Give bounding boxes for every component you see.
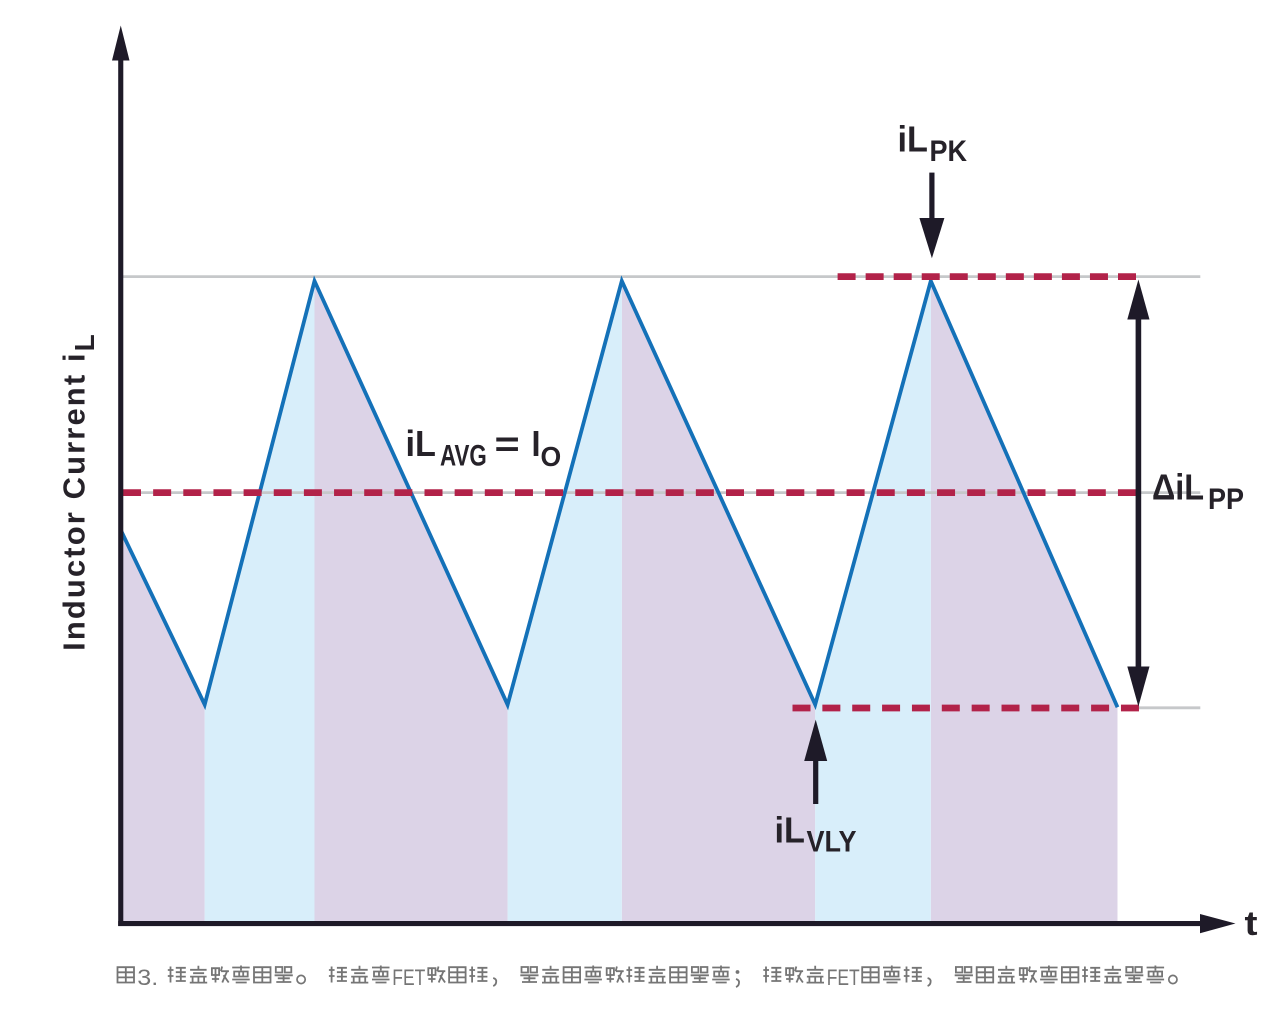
svg-text:3.: 3. — [137, 965, 158, 990]
svg-text:FET: FET — [827, 965, 860, 990]
svg-text:VLY: VLY — [807, 825, 857, 859]
svg-text:AVG: AVG — [440, 438, 487, 472]
svg-text:ΔiL: ΔiL — [1152, 468, 1204, 508]
svg-text:FET: FET — [392, 965, 425, 990]
svg-text:PP: PP — [1208, 483, 1244, 517]
svg-text:iL: iL — [775, 811, 805, 851]
svg-text:O: O — [541, 440, 562, 472]
svg-text:iL: iL — [898, 120, 928, 160]
svg-text:t: t — [1245, 904, 1258, 942]
svg-text:I: I — [532, 424, 541, 464]
svg-text:iL: iL — [406, 424, 436, 464]
svg-text:PK: PK — [930, 135, 968, 169]
svg-text:=: = — [495, 424, 520, 464]
